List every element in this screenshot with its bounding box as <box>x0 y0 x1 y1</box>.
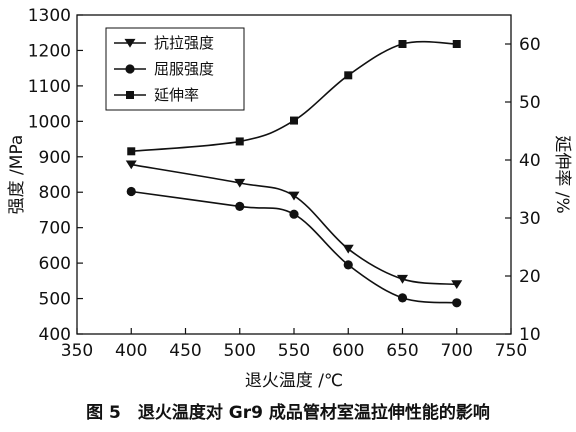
x-tick-label: 650 <box>386 341 418 361</box>
data-point <box>451 280 463 290</box>
y2-axis-title: 延伸率 /% <box>552 135 572 213</box>
x-axis-title: 退火温度 /℃ <box>245 371 343 391</box>
data-point <box>126 186 136 197</box>
data-point <box>397 274 408 284</box>
series-2 <box>126 186 462 308</box>
y2-tick-label: 30 <box>519 209 541 229</box>
data-point <box>288 191 300 201</box>
y-tick-label: 800 <box>39 183 71 203</box>
y-tick-label: 400 <box>39 325 71 345</box>
x-tick-label: 750 <box>495 341 527 361</box>
data-point <box>125 160 137 170</box>
data-point <box>235 201 245 211</box>
x-tick-label: 350 <box>61 341 93 361</box>
data-point <box>343 260 353 270</box>
y-tick-label: 900 <box>39 148 71 168</box>
x-tick-label: 550 <box>278 341 310 361</box>
y-tick-label: 700 <box>39 219 71 239</box>
y-tick-label: 1300 <box>28 6 71 26</box>
series-line <box>131 190 457 304</box>
y2-tick-label: 10 <box>519 325 541 345</box>
legend-label: 屈服强度 <box>154 60 214 78</box>
data-point <box>342 244 354 254</box>
data-point <box>127 147 136 156</box>
legend-marker <box>124 38 136 48</box>
y-tick-label: 500 <box>39 290 71 310</box>
data-point <box>290 116 298 125</box>
series-line <box>131 163 457 286</box>
y-tick-label: 1100 <box>28 77 71 97</box>
data-point <box>289 209 299 219</box>
y2-tick-label: 20 <box>519 267 541 287</box>
x-tick-label: 450 <box>169 341 201 361</box>
data-point <box>234 178 246 188</box>
x-tick-label: 500 <box>224 341 256 361</box>
data-point <box>398 40 407 48</box>
y2-tick-label: 60 <box>519 35 541 55</box>
y2-tick-label: 40 <box>519 151 541 171</box>
data-point <box>452 298 462 308</box>
data-point <box>397 293 408 303</box>
y-tick-label: 600 <box>39 254 71 274</box>
legend-marker <box>125 64 135 74</box>
data-point <box>235 137 244 146</box>
figure-caption: 图 5 退火温度对 Gr9 成品管材室温拉伸性能的影响 <box>86 402 490 423</box>
y2-tick-label: 50 <box>519 93 541 113</box>
data-point <box>344 71 353 80</box>
legend-label: 延伸率 <box>154 86 199 104</box>
legend-label: 抗拉强度 <box>154 34 214 52</box>
x-tick-label: 700 <box>441 341 473 361</box>
y-tick-label: 1200 <box>28 41 71 61</box>
data-point <box>452 40 461 48</box>
y-axis-title: 强度 /MPa <box>7 135 27 215</box>
x-tick-label: 600 <box>332 341 364 361</box>
legend-marker <box>126 91 134 99</box>
x-tick-label: 400 <box>115 341 147 361</box>
series-1 <box>125 160 463 290</box>
y-tick-label: 1000 <box>28 112 71 132</box>
series-3 <box>127 40 461 156</box>
